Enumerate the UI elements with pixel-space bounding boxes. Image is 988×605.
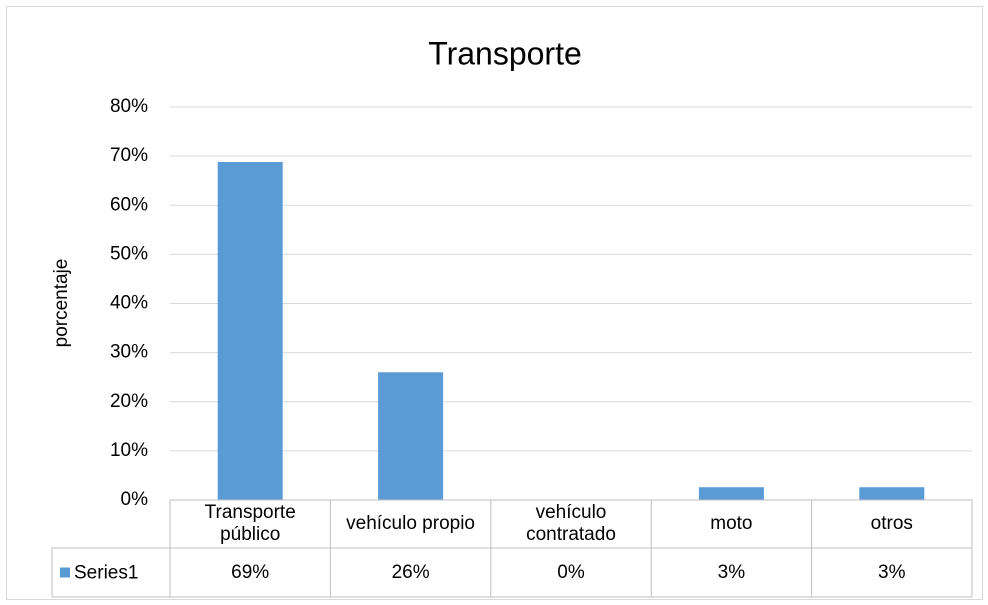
y-axis-label: porcentaje [51, 259, 72, 348]
x-tick-label: vehículo propio [346, 513, 476, 534]
bar [378, 372, 444, 500]
legend-swatch [60, 567, 70, 578]
bar [698, 487, 764, 500]
y-tick-label: 60% [110, 194, 148, 215]
y-tick-label: 50% [110, 243, 148, 264]
bar [859, 487, 925, 500]
value-label: 3% [717, 561, 746, 583]
x-tick-label: otros [870, 513, 913, 534]
legend-label: Series1 [74, 563, 138, 584]
x-tick-label: Transporte público [204, 502, 296, 545]
bar [217, 162, 283, 500]
y-tick-label: 10% [110, 440, 148, 461]
y-tick-label: 30% [110, 342, 148, 363]
value-label: 26% [391, 561, 430, 583]
x-tick-label: vehículo contratado [526, 502, 616, 545]
y-tick-label: 70% [110, 145, 148, 166]
y-tick-label: 80% [110, 96, 148, 117]
x-tick-label: moto [710, 513, 753, 534]
y-tick-label: 0% [121, 489, 149, 510]
chart-title: Transporte [428, 35, 582, 71]
y-tick-label: 20% [110, 391, 148, 412]
value-label: 69% [231, 561, 270, 583]
value-label: 0% [557, 561, 585, 583]
value-label: 3% [878, 561, 906, 583]
y-tick-label: 40% [110, 293, 148, 314]
